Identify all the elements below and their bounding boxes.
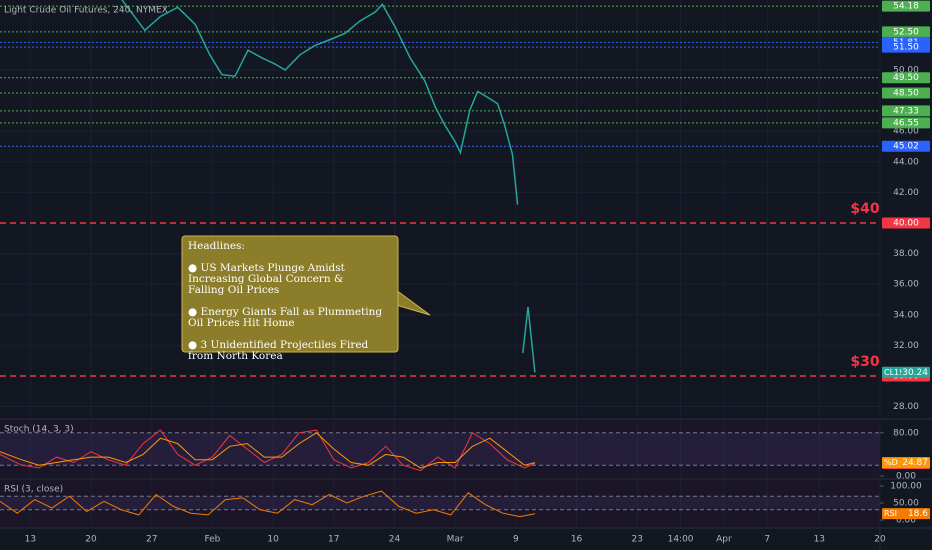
x-tick-label: 13 bbox=[814, 535, 825, 545]
x-tick-label: 17 bbox=[328, 535, 339, 545]
series-line bbox=[0, 429, 536, 472]
x-tick-label: 14:00 bbox=[668, 535, 694, 545]
level-tag bbox=[882, 140, 930, 152]
y-tick-label: 50.00 bbox=[893, 499, 919, 509]
rsi-pane bbox=[0, 480, 880, 527]
y-tick-label: 80.00 bbox=[893, 428, 919, 438]
last-value-name: CL1! bbox=[884, 368, 902, 377]
y-tick-label: 34.00 bbox=[893, 310, 919, 320]
series-line bbox=[0, 490, 535, 518]
y-tick-label: 0.00 bbox=[896, 472, 916, 482]
level-tag-label: 40.00 bbox=[893, 218, 919, 228]
last-value-tag bbox=[882, 508, 930, 520]
x-tick-label: 20 bbox=[85, 535, 97, 545]
chart-title: Light Crude Oil Futures, 240, NYMEX bbox=[4, 6, 168, 16]
x-tick-label: 10 bbox=[267, 535, 279, 545]
level-tag-label: 54.18 bbox=[893, 2, 919, 12]
headline-item: ● Energy Giants Fall as Plummeting Oil Pr… bbox=[188, 306, 382, 329]
headline-items: ● US Markets Plunge Amidst Increasing Glo… bbox=[188, 262, 382, 362]
level-tag-label: 45.02 bbox=[893, 142, 919, 152]
y-tick-label: 28.00 bbox=[893, 402, 919, 412]
x-tick-label: 20 bbox=[874, 535, 886, 545]
level-tag bbox=[882, 105, 930, 117]
y-tick-label: 44.00 bbox=[893, 157, 919, 167]
level-tag bbox=[882, 217, 930, 229]
price-annotation: $40 bbox=[850, 201, 879, 217]
y-tick-label: 38.00 bbox=[893, 249, 919, 259]
level-tag-label: 49.50 bbox=[893, 73, 919, 83]
level-tag bbox=[882, 87, 930, 99]
x-tick-label: 16 bbox=[571, 535, 583, 545]
headline-item: ● 3 Unidentified Projectiles Fired from N… bbox=[188, 339, 369, 362]
y-tick-label: 100.00 bbox=[890, 482, 922, 492]
headline-item: ● US Markets Plunge Amidst Increasing Glo… bbox=[188, 262, 346, 296]
x-tick-label: Feb bbox=[204, 535, 220, 545]
stoch-pane bbox=[0, 420, 880, 478]
series-line bbox=[0, 432, 536, 469]
band-fill bbox=[0, 496, 880, 510]
last-value-label: 24.87 bbox=[902, 458, 928, 468]
last-value-name: %D bbox=[884, 458, 898, 467]
level-tag bbox=[882, 26, 930, 38]
last-value-label: 30.24 bbox=[902, 368, 928, 378]
x-tick-label: 9 bbox=[513, 535, 519, 545]
headline-title: Headlines: bbox=[188, 240, 245, 252]
band-fill bbox=[0, 432, 880, 466]
level-tag-label: 51.50 bbox=[893, 43, 919, 53]
stoch-title: Stoch (14, 3, 3) bbox=[4, 425, 74, 435]
series-line bbox=[121, 0, 536, 373]
price-annotation: $30 bbox=[850, 354, 879, 370]
level-tag-label: 46.55 bbox=[893, 118, 919, 128]
level-tag bbox=[882, 72, 930, 84]
last-value-tag bbox=[882, 366, 930, 378]
y-tick-label: 36.00 bbox=[893, 280, 919, 290]
x-tick-label: 27 bbox=[146, 535, 157, 545]
level-tag bbox=[882, 41, 930, 53]
last-value-tag bbox=[882, 457, 930, 469]
y-tick-label: 46.00 bbox=[893, 127, 919, 137]
y-tick-label: 50.00 bbox=[893, 66, 919, 76]
x-tick-label: 13 bbox=[25, 535, 36, 545]
last-value-label: 18.6 bbox=[908, 509, 928, 519]
headline-box bbox=[181, 235, 399, 353]
level-tag bbox=[882, 0, 930, 12]
level-tag-label: 47.33 bbox=[893, 106, 919, 116]
last-value-name: RSI bbox=[884, 509, 897, 518]
y-tick-label: 32.00 bbox=[893, 341, 919, 351]
x-tick-label: Mar bbox=[447, 535, 464, 545]
x-tick-label: 23 bbox=[632, 535, 643, 545]
x-tick-label: 7 bbox=[764, 535, 770, 545]
y-tick-label: 42.00 bbox=[893, 188, 919, 198]
x-tick-label: Apr bbox=[716, 535, 732, 545]
rsi-title: RSI (3, close) bbox=[4, 485, 63, 495]
y-tick-label: 0.00 bbox=[896, 516, 916, 526]
x-tick-label: 24 bbox=[389, 535, 401, 545]
level-tag-label: 48.50 bbox=[893, 88, 919, 98]
level-tag-label: 52.50 bbox=[893, 27, 919, 37]
level-tag bbox=[882, 117, 930, 129]
